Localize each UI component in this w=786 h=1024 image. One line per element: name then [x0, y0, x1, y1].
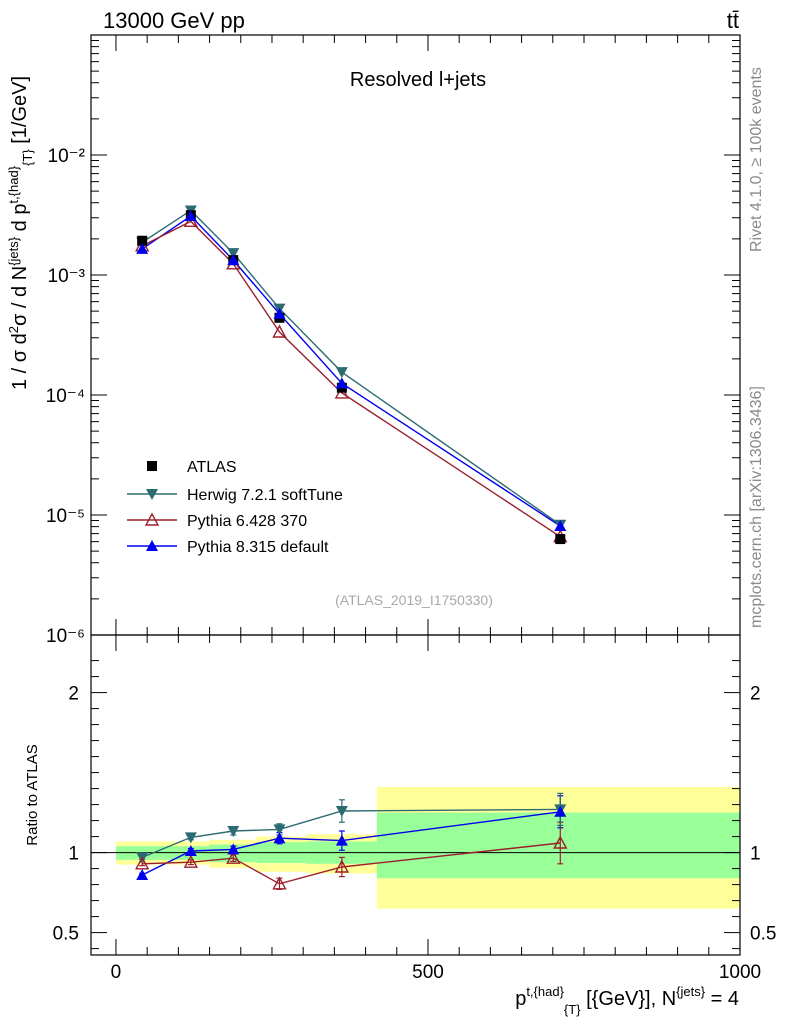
- main-data-point: [227, 254, 240, 266]
- ratio-data-point: [554, 805, 567, 817]
- main-data-point: [137, 235, 148, 246]
- ratio-plot-frame: [90, 634, 741, 956]
- ratio-data-point: [273, 832, 286, 844]
- ratio-axis-ticks: [91, 635, 741, 955]
- ratio-data-point: [184, 832, 197, 844]
- main-data-point: [555, 534, 566, 545]
- process-label: tt̄: [727, 8, 739, 33]
- main-data-point: [227, 248, 240, 260]
- main-y-tick-label: 10⁻⁴: [46, 386, 85, 407]
- legend-label-herwig: Herwig 7.2.1 softTune: [187, 487, 343, 504]
- energy-label: 13000 GeV pp: [103, 8, 245, 33]
- ratio-y-tick-label-right: 1: [750, 844, 761, 865]
- main-y-tick-label: 10⁻³: [48, 266, 86, 287]
- ratio-y-tick-labels: 0.5 0.5 1 1 2 2: [53, 684, 777, 945]
- x-axis-label: pt,{had}{T} [{GeV}], N{jets} = 4: [515, 984, 739, 1017]
- main-y-tick-label: 10⁻²: [48, 146, 86, 167]
- ratio-x-tick-labels: 0 500 1000: [111, 962, 761, 983]
- main-data-point: [335, 367, 348, 379]
- main-series-group: [134, 205, 568, 545]
- ratio-series-line: [142, 842, 561, 885]
- rivet-version-label: Rivet 4.1.0, ≥ 100k events: [748, 67, 765, 252]
- main-data-point: [272, 324, 287, 338]
- ratio-data-point: [183, 854, 199, 868]
- ratio-data-point: [553, 835, 568, 849]
- ratio-series-line: [141, 811, 561, 876]
- mcplots-label: mcplots.cern.ch [arXiv:1306.3436]: [748, 386, 765, 628]
- legend-label-pythia8: Pythia 8.315 default: [187, 539, 329, 556]
- legend-label-atlas: ATLAS: [187, 459, 237, 476]
- ratio-x-tick-label: 500: [412, 962, 444, 983]
- ratio-x-tick-label: 0: [111, 962, 122, 983]
- legend-label-pythia6: Pythia 6.428 370: [187, 513, 307, 530]
- main-data-point: [273, 307, 286, 319]
- main-y-tick-label: 10⁻⁶: [46, 626, 85, 647]
- legend-marker: [144, 512, 160, 526]
- main-data-point: [335, 377, 348, 389]
- ratio-data-point: [334, 859, 350, 873]
- main-data-point: [184, 210, 197, 222]
- ratio-y-axis-label: Ratio to ATLAS: [24, 744, 41, 845]
- ratio-y-tick-label-right: 0.5: [750, 924, 776, 945]
- ratio-data-point: [227, 843, 240, 855]
- main-data-point: [554, 519, 567, 531]
- ratio-y-tick-label-left: 0.5: [53, 924, 79, 945]
- main-y-tick-label: 10⁻⁵: [46, 506, 85, 527]
- ratio-data-point: [136, 869, 149, 880]
- ratio-x-tick-label: 1000: [719, 962, 761, 983]
- main-series-line: [141, 215, 561, 527]
- main-y-tick-labels: 10⁻⁶ 10⁻⁵ 10⁻⁴ 10⁻³ 10⁻²: [46, 146, 85, 647]
- legend-marker: [147, 461, 157, 471]
- ratio-series-group: [134, 792, 568, 891]
- ratio-data-point: [184, 845, 197, 856]
- ratio-data-point: [273, 824, 286, 836]
- ratio-data-point: [227, 826, 240, 837]
- ratio-data-point: [335, 806, 348, 817]
- main-series-line: [141, 209, 561, 526]
- analysis-watermark: (ATLAS_2019_I1750330): [335, 592, 493, 608]
- ratio-y-tick-label-left: 2: [68, 684, 79, 705]
- ratio-band-green: [376, 812, 740, 879]
- ratio-y-tick-label-right: 2: [750, 684, 761, 705]
- main-y-axis-label: 1 / σ d2σ / d N{jets} d pt,{had}{T} [1/G…: [6, 76, 35, 390]
- main-axis-ticks: [91, 35, 741, 636]
- legend-marker: [146, 540, 158, 551]
- ratio-data-point: [134, 856, 150, 870]
- ratio-uncertainty-bands: [115, 787, 740, 909]
- ratio-data-point: [335, 834, 348, 846]
- ratio-y-tick-label-left: 1: [68, 844, 79, 865]
- legend-marker: [146, 489, 158, 500]
- ratio-series-line: [141, 808, 561, 859]
- main-data-point: [136, 242, 149, 254]
- ratio-data-point: [226, 850, 241, 864]
- panel-title: Resolved l+jets: [350, 69, 486, 91]
- legend: ATLAS Herwig 7.2.1 softTune Pythia 6.428…: [127, 459, 343, 556]
- ratio-data-point: [272, 876, 287, 890]
- main-series-line: [141, 220, 561, 538]
